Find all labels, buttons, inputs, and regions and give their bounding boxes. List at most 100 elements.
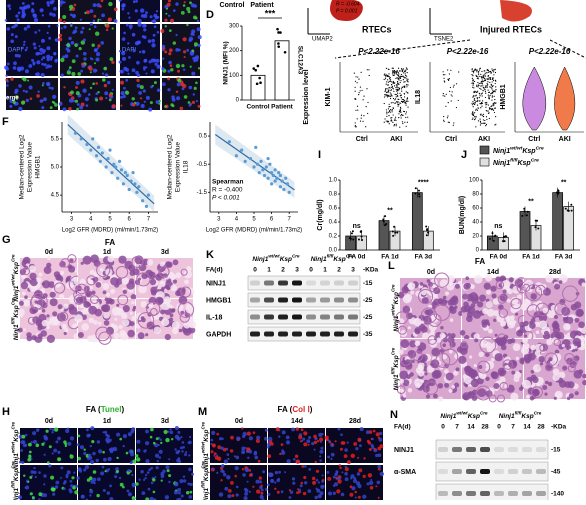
label: R = -0.400 <box>212 187 243 194</box>
point <box>110 171 113 174</box>
cell <box>80 30 83 33</box>
cell <box>177 431 180 434</box>
label: FA <box>105 238 115 247</box>
label: NINJ1 <box>206 280 226 287</box>
cell <box>57 451 60 454</box>
dot <box>490 77 491 78</box>
cell <box>151 69 155 73</box>
cell <box>374 448 376 450</box>
cell <box>181 495 184 498</box>
point <box>124 171 127 174</box>
dot <box>394 232 396 234</box>
cell <box>311 442 314 445</box>
dot <box>495 83 496 84</box>
cell <box>177 83 181 87</box>
genotype-label: Ninj1wt/wtKspCre <box>493 146 544 155</box>
cell <box>114 475 117 478</box>
cell <box>40 52 43 55</box>
label: 2 <box>281 267 285 274</box>
band <box>250 315 260 320</box>
cell <box>267 454 271 458</box>
dot <box>363 99 364 100</box>
cell <box>103 312 110 319</box>
cell <box>438 397 443 402</box>
cell <box>147 259 153 265</box>
cell <box>61 27 63 29</box>
cell <box>58 304 63 309</box>
dot <box>449 73 450 74</box>
cell <box>148 488 151 491</box>
cell <box>125 91 129 95</box>
dot <box>480 119 481 120</box>
cell <box>95 309 103 317</box>
cell <box>50 318 53 321</box>
cell <box>415 341 421 347</box>
cell <box>118 256 126 264</box>
band <box>438 447 448 452</box>
confidence-band <box>68 115 154 212</box>
dot <box>494 235 496 237</box>
cell <box>170 64 173 67</box>
cell <box>150 279 156 285</box>
dot <box>474 70 475 71</box>
cell <box>51 87 54 90</box>
cell <box>132 308 135 311</box>
dot <box>400 109 401 110</box>
cell <box>23 90 25 92</box>
cell <box>27 25 30 28</box>
cell <box>143 68 145 70</box>
point <box>74 132 77 135</box>
point <box>116 177 119 180</box>
dot <box>485 93 486 94</box>
dot <box>397 87 398 88</box>
dot <box>472 78 473 79</box>
cell <box>409 372 414 377</box>
dot <box>488 110 489 111</box>
dot <box>386 92 387 93</box>
dot <box>365 126 366 127</box>
label: 14d <box>291 418 303 425</box>
label: AKI <box>390 136 402 143</box>
cell <box>141 301 147 307</box>
cell <box>122 319 129 326</box>
cell <box>276 427 280 431</box>
dot <box>456 83 457 84</box>
dot <box>492 70 493 71</box>
dot <box>394 72 395 73</box>
dot <box>391 87 392 88</box>
cell <box>358 496 361 499</box>
cell <box>303 476 306 479</box>
cell <box>42 84 44 86</box>
dot <box>475 101 476 102</box>
cell <box>92 44 95 47</box>
cell <box>162 82 166 86</box>
cell <box>112 104 116 108</box>
dot <box>414 193 416 195</box>
dot <box>489 108 490 109</box>
dot <box>489 86 490 87</box>
dot <box>490 72 491 73</box>
dot <box>477 78 478 79</box>
dot <box>394 73 395 74</box>
cell <box>362 495 366 499</box>
cell <box>491 358 495 362</box>
cell <box>13 66 17 70</box>
cell <box>236 456 240 460</box>
dot <box>361 118 362 119</box>
dot <box>482 100 483 101</box>
cell <box>107 81 110 84</box>
bar <box>520 212 530 251</box>
point <box>126 174 129 177</box>
cell <box>493 383 499 389</box>
cell <box>164 19 167 22</box>
cell <box>93 470 97 474</box>
label: 3 <box>351 267 355 274</box>
cell <box>317 440 319 442</box>
cell <box>168 474 171 477</box>
dot <box>387 121 388 122</box>
dot <box>390 92 391 93</box>
dot <box>391 84 392 85</box>
band <box>466 491 476 496</box>
cell <box>270 473 274 477</box>
cell <box>25 444 28 447</box>
